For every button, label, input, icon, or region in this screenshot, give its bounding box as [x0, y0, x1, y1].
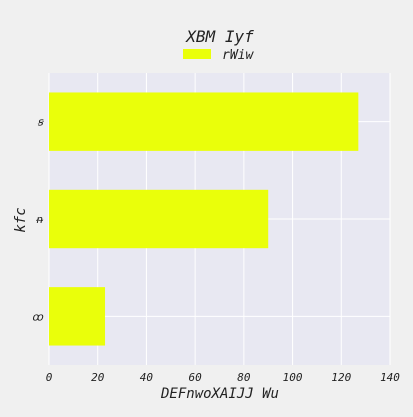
- y-tick-label: ꝏ: [32, 310, 44, 323]
- y-tick-label: ꞩ: [37, 116, 44, 129]
- x-tick-label: 60: [189, 371, 203, 384]
- x-tick-labels: 0 20 40 60 80 100 120 140: [46, 371, 401, 384]
- x-tick-label: 140: [380, 371, 400, 384]
- x-tick-label: 20: [91, 371, 105, 384]
- bar-3: [49, 92, 359, 151]
- y-tick-label: ᵰ: [35, 213, 43, 226]
- y-axis-label: kfc: [13, 207, 29, 232]
- x-tick-label: 80: [237, 371, 251, 384]
- chart-title: XBM Iyf: [185, 27, 254, 46]
- x-tick-label: 0: [46, 371, 53, 384]
- x-tick-label: 40: [140, 371, 154, 384]
- bars-group: [49, 92, 359, 346]
- bar-2: [49, 189, 269, 249]
- y-tick-labels: ꝏ ᵰ ꞩ: [32, 116, 44, 324]
- legend: rWiw: [183, 48, 254, 63]
- legend-swatch: [183, 49, 211, 59]
- x-tick-label: 100: [283, 371, 303, 384]
- legend-label: rWiw: [222, 48, 254, 63]
- bar-1: [49, 287, 106, 346]
- x-tick-label: 120: [331, 371, 351, 384]
- x-axis-label: DEFnwoXAIJJ Wu: [160, 386, 279, 402]
